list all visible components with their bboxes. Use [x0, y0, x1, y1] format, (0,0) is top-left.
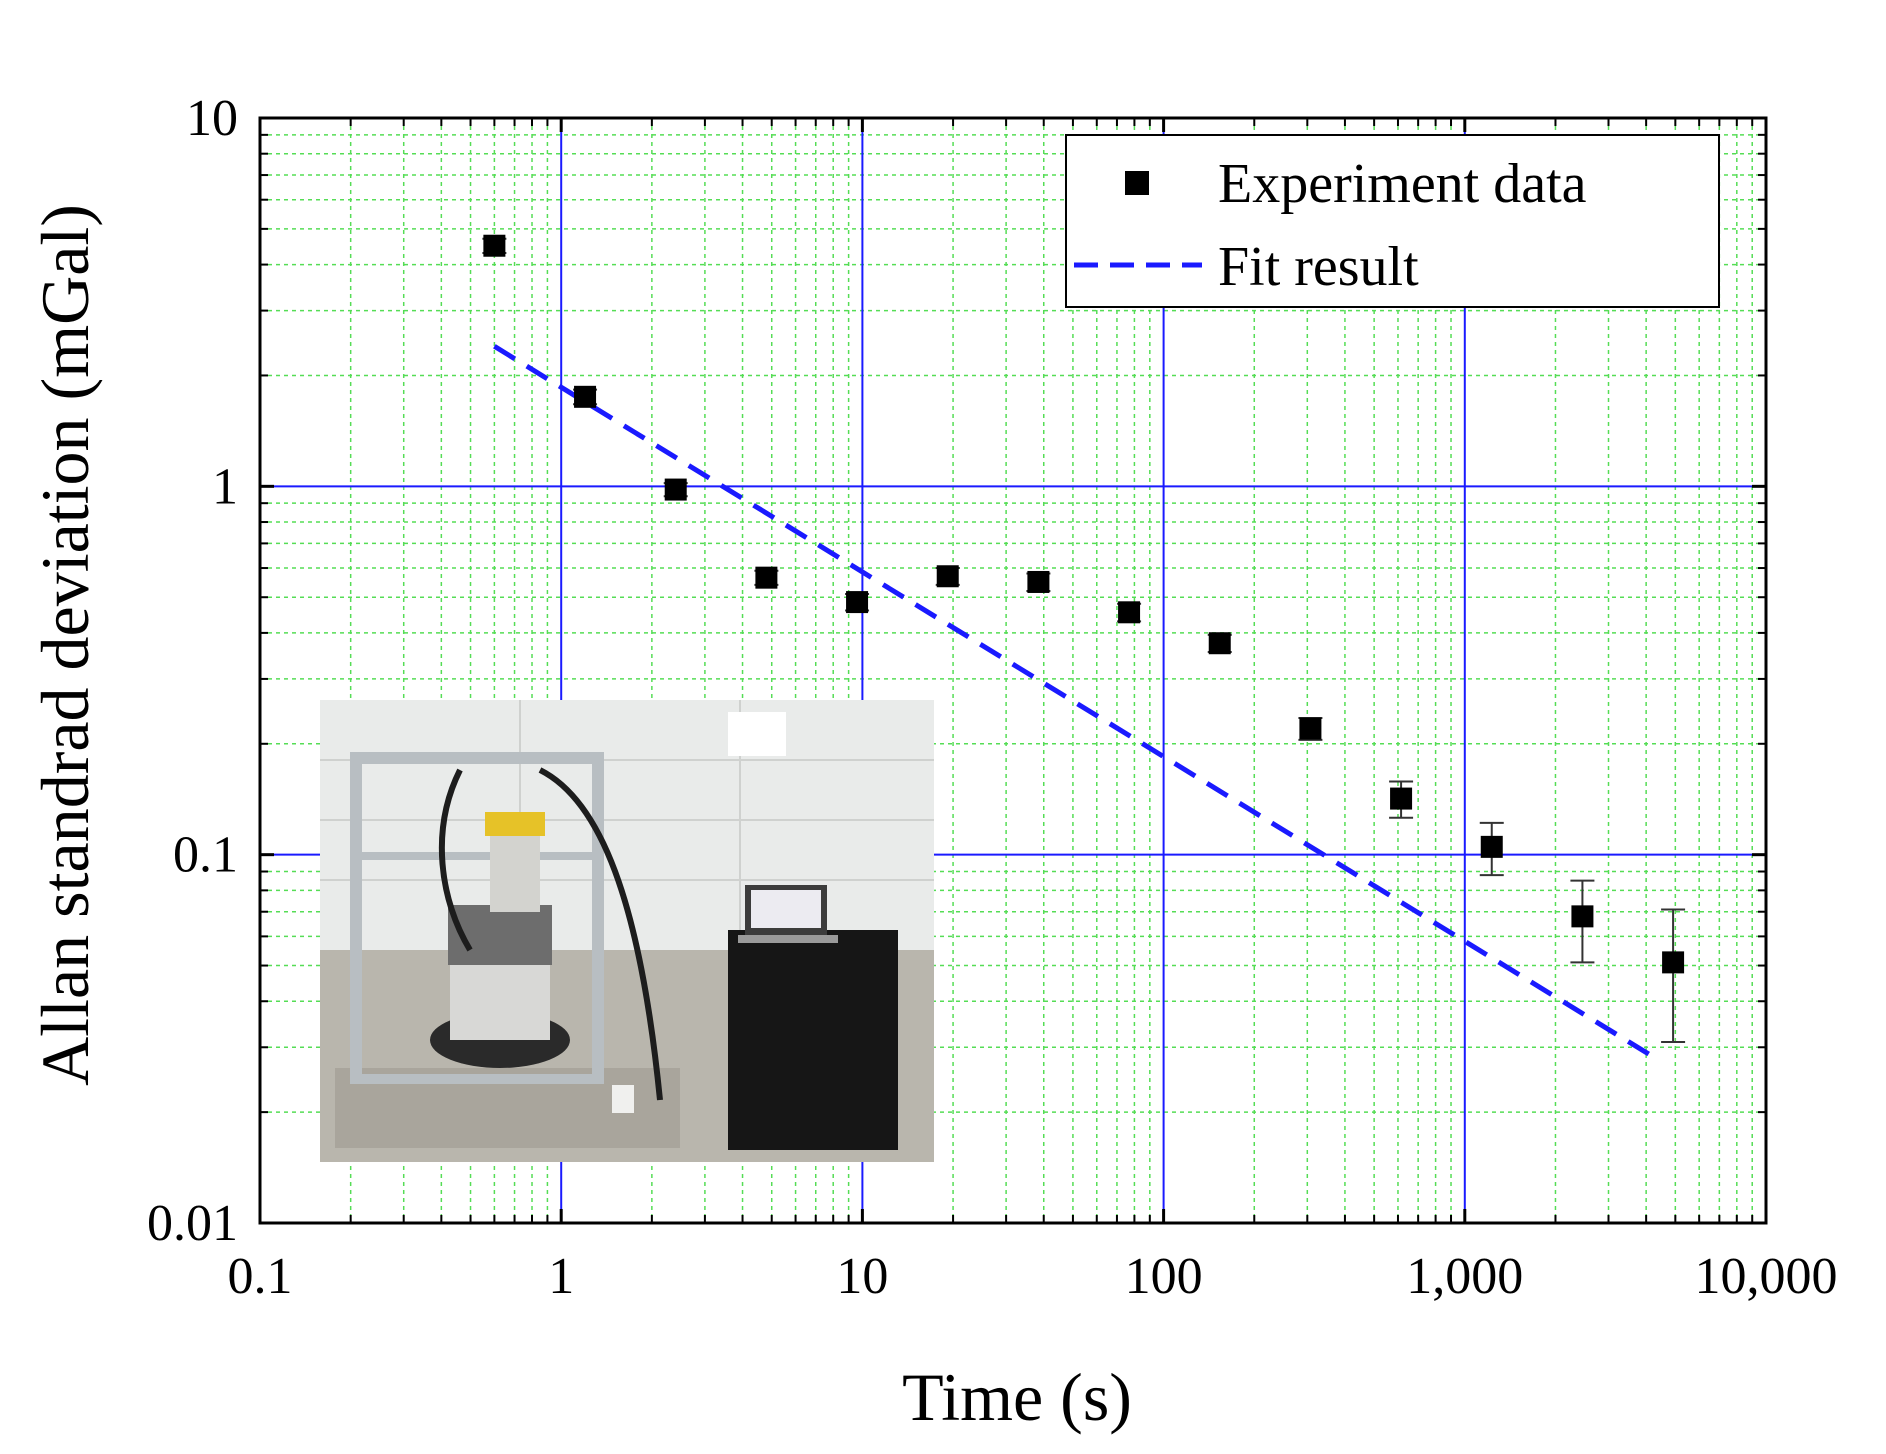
experiment-data-point — [846, 591, 869, 614]
experiment-data-point — [574, 385, 597, 408]
inset-photo-gravimeter-setup — [320, 700, 934, 1162]
experiment-data-point — [1208, 632, 1231, 655]
plot-frame — [258, 116, 1768, 1225]
y-tick-label: 0.01 — [147, 1195, 238, 1252]
y-tick-label: 10 — [186, 90, 238, 147]
experiment-data-point — [1390, 787, 1413, 810]
experiment-data-point — [1118, 601, 1141, 624]
experiment-data-point — [1571, 905, 1594, 928]
x-tick-label: 100 — [1125, 1248, 1203, 1305]
x-tick-label: 0.1 — [228, 1248, 293, 1305]
experiment-data-point — [483, 234, 506, 257]
x-tick-label: 10,000 — [1695, 1248, 1838, 1305]
experiment-data-point — [1662, 951, 1685, 974]
axis-tick-marks — [258, 118, 1766, 1225]
x-tick-label: 1,000 — [1406, 1248, 1523, 1305]
x-tick-label: 10 — [836, 1248, 888, 1305]
experiment-data-point — [755, 566, 778, 589]
experiment-data-point — [936, 565, 959, 588]
legend-label-experiment: Experiment data — [1218, 153, 1587, 215]
experiment-data-point — [664, 478, 687, 501]
legend-box — [1065, 134, 1720, 308]
legend: Experiment data Fit result — [1065, 134, 1720, 308]
legend-label-fit: Fit result — [1218, 236, 1419, 298]
x-axis-tick-labels: 0.1 1 10 100 1,000 10,000 — [228, 1248, 1838, 1305]
y-tick-label: 0.1 — [173, 827, 238, 884]
legend-marker-experiment — [1125, 171, 1149, 195]
x-tick-label: 1 — [548, 1248, 574, 1305]
x-axis-title: Time (s) — [902, 1359, 1132, 1435]
y-axis-tick-labels: 0.01 0.1 1 10 — [147, 90, 238, 1252]
experiment-data-point — [1480, 835, 1503, 858]
experiment-points-layer — [482, 234, 1686, 1044]
y-axis-title: Allan standrad deviation (mGal) — [27, 204, 103, 1086]
y-tick-label: 1 — [212, 458, 238, 515]
experiment-data-point — [1027, 570, 1050, 593]
experiment-data-point — [1299, 717, 1322, 740]
